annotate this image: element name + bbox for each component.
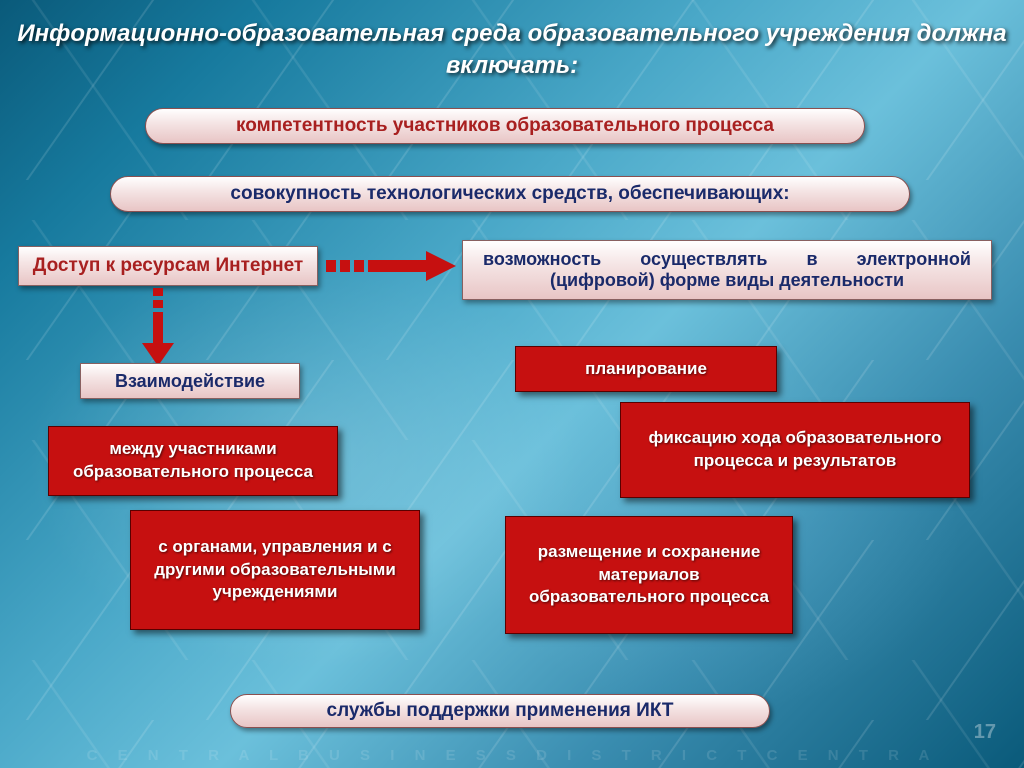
- redbox-fixation-label: фиксацию хода образовательного процесса …: [635, 427, 955, 473]
- pill-technology-label: совокупность технологических средств, об…: [230, 183, 789, 205]
- pill-technology: совокупность технологических средств, об…: [110, 176, 910, 212]
- box-interaction: Взаимодействие: [80, 363, 300, 399]
- redbox-organs: с органами, управления и с другими образ…: [130, 510, 420, 630]
- redbox-fixation: фиксацию хода образовательного процесса …: [620, 402, 970, 498]
- arrow-down-1-icon: [142, 288, 174, 366]
- box-digital-label: возможность осуществлять в электронной (…: [483, 249, 971, 291]
- redbox-planning-label: планирование: [585, 358, 707, 381]
- box-internet-access: Доступ к ресурсам Интернет: [18, 246, 318, 286]
- redbox-participants-label: между участниками образовательного проце…: [63, 438, 323, 484]
- redbox-planning: планирование: [515, 346, 777, 392]
- redbox-placement: размещение и сохранение материалов образ…: [505, 516, 793, 634]
- pill-competence: компетентность участников образовательно…: [145, 108, 865, 144]
- box-internet-label: Доступ к ресурсам Интернет: [33, 255, 303, 277]
- pill-competence-label: компетентность участников образовательно…: [236, 115, 774, 137]
- pill-support-label: службы поддержки применения ИКТ: [327, 700, 674, 722]
- box-digital-capability: возможность осуществлять в электронной (…: [462, 240, 992, 300]
- slide-number: 17: [974, 721, 996, 744]
- redbox-organs-label: с органами, управления и с другими образ…: [145, 536, 405, 605]
- slide-title: Информационно-образовательная среда обра…: [0, 18, 1024, 83]
- redbox-placement-label: размещение и сохранение материалов образ…: [520, 541, 778, 610]
- box-interaction-label: Взаимодействие: [115, 371, 265, 392]
- redbox-participants: между участниками образовательного проце…: [48, 426, 338, 496]
- arrow-right-icon: [326, 251, 456, 281]
- pill-support: службы поддержки применения ИКТ: [230, 694, 770, 728]
- watermark-text: C E N T R A L B U S I N E S S D I S T R …: [0, 747, 1024, 764]
